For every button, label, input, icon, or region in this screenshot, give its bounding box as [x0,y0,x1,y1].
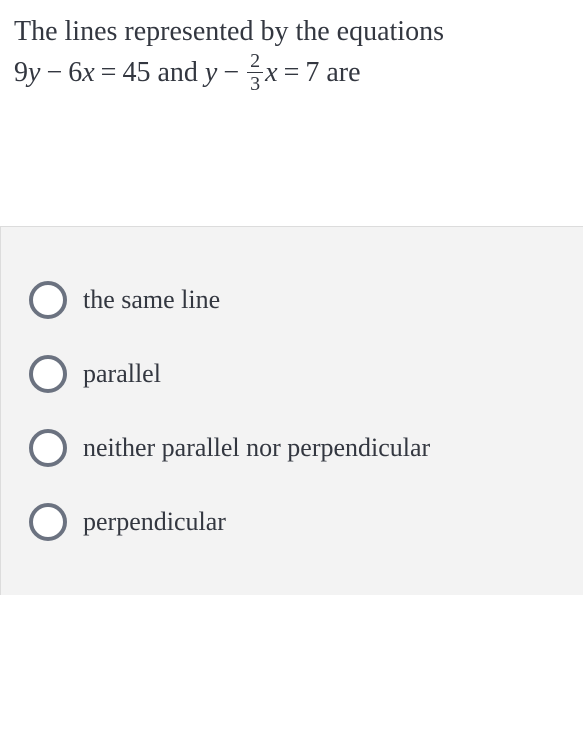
option-parallel[interactable]: parallel [29,337,563,411]
radio-icon [29,281,67,319]
question-suffix: are [326,57,360,88]
eq1-rhs: 45 [122,57,150,88]
eq2-rhs: 7 [305,57,319,88]
option-label: parallel [83,359,161,389]
equation-2: y−23x=7 [205,57,319,88]
question-area: The lines represented by the equations 9… [0,0,583,116]
eq1-coef-x: 6 [68,57,82,88]
radio-icon [29,355,67,393]
equation-1: 9y−6x=45 [14,57,150,88]
eq1-var-y: y [28,57,40,88]
eq2-var-y: y [205,57,217,88]
eq1-minus: − [40,57,68,88]
radio-icon [29,503,67,541]
option-same-line[interactable]: the same line [29,263,563,337]
eq1-coef-y: 9 [14,57,28,88]
option-label: the same line [83,285,220,315]
question-prefix: The lines represented by the equations [14,16,444,47]
answers-panel: the same line parallel neither parallel … [0,226,583,595]
eq2-equals: = [278,57,306,88]
option-label: perpendicular [83,507,226,537]
eq2-var-x: x [265,57,277,88]
eq2-frac-num: 2 [247,51,263,72]
eq1-equals: = [95,57,123,88]
option-neither[interactable]: neither parallel nor perpendicular [29,411,563,485]
eq2-frac-den: 3 [247,72,263,94]
option-perpendicular[interactable]: perpendicular [29,485,563,559]
eq2-fraction: 23 [247,51,263,94]
eq2-minus: − [217,57,245,88]
radio-icon [29,429,67,467]
question-text: The lines represented by the equations 9… [14,12,569,96]
option-label: neither parallel nor perpendicular [83,433,430,463]
question-between: and [157,57,204,88]
eq1-var-x: x [82,57,94,88]
